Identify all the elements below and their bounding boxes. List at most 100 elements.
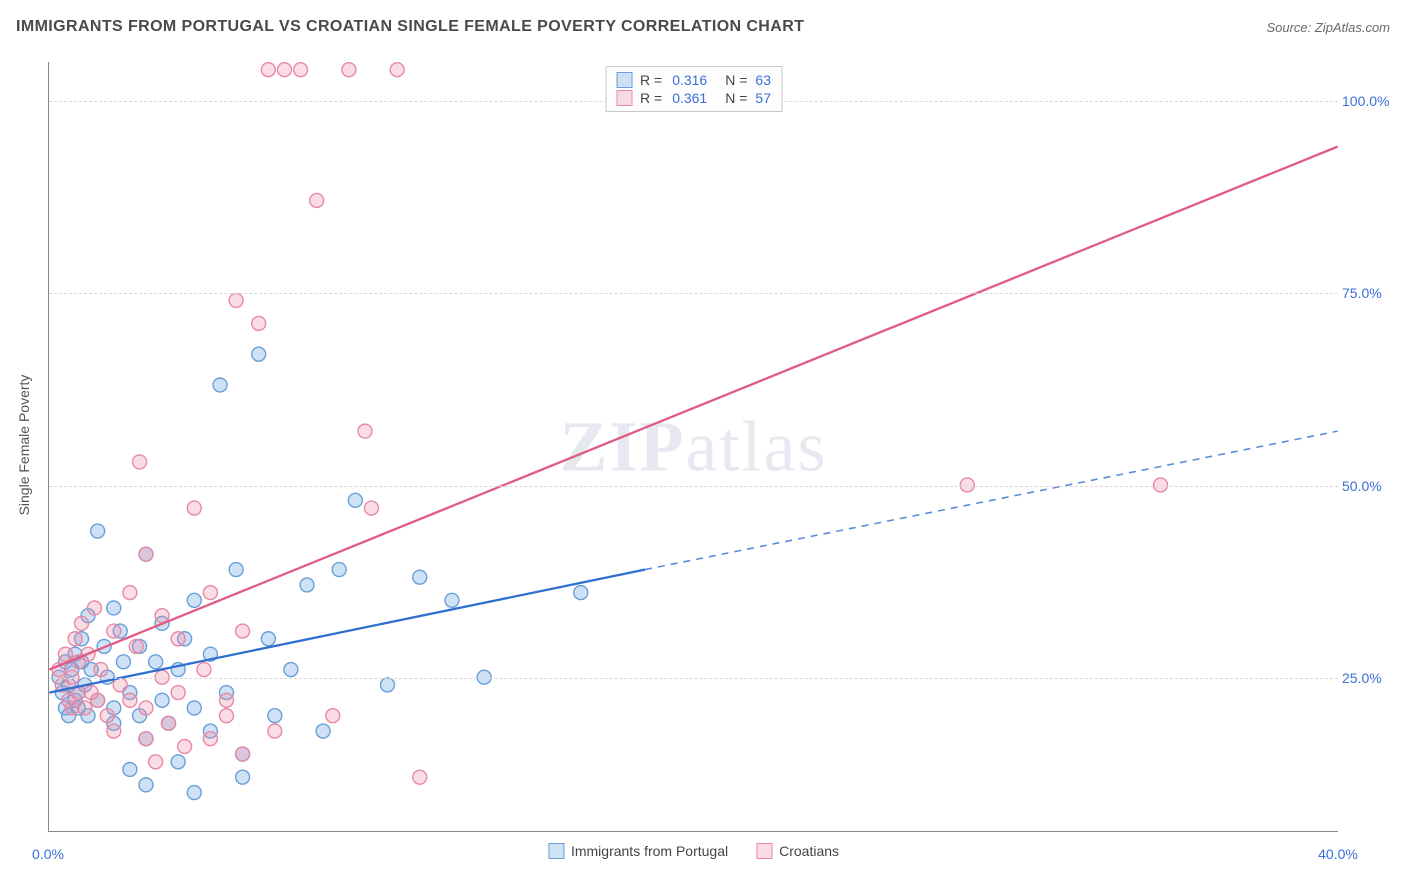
legend-stats-row-1: R = 0.361 N = 57 — [616, 89, 771, 107]
scatter-point — [229, 293, 243, 307]
scatter-point — [87, 601, 101, 615]
ytick-label: 100.0% — [1342, 93, 1394, 109]
gridline — [49, 678, 1338, 679]
chart-container: IMMIGRANTS FROM PORTUGAL VS CROATIAN SIN… — [0, 0, 1406, 892]
scatter-point — [68, 632, 82, 646]
gridline — [49, 293, 1338, 294]
scatter-point — [236, 770, 250, 784]
legend-series: Immigrants from Portugal Croatians — [548, 843, 839, 859]
scatter-point — [178, 739, 192, 753]
scatter-point — [213, 378, 227, 392]
scatter-point — [91, 524, 105, 538]
scatter-point — [268, 709, 282, 723]
scatter-point — [203, 586, 217, 600]
scatter-point — [574, 586, 588, 600]
gridline — [49, 486, 1338, 487]
legend-swatch-series-0 — [548, 843, 564, 859]
scatter-point — [65, 701, 79, 715]
ytick-label: 75.0% — [1342, 285, 1394, 301]
scatter-point — [390, 63, 404, 77]
scatter-point — [116, 655, 130, 669]
legend-swatch-0 — [616, 72, 632, 88]
scatter-point — [187, 501, 201, 515]
scatter-point — [332, 563, 346, 577]
legend-r-prefix: R = — [640, 90, 662, 106]
scatter-point — [342, 63, 356, 77]
legend-n-prefix: N = — [725, 90, 747, 106]
scatter-point — [171, 755, 185, 769]
scatter-point — [171, 686, 185, 700]
legend-r-value-0: 0.316 — [672, 72, 707, 88]
scatter-point — [413, 570, 427, 584]
scatter-point — [78, 701, 92, 715]
xtick-label: 0.0% — [32, 846, 64, 862]
scatter-point — [364, 501, 378, 515]
scatter-point — [381, 678, 395, 692]
scatter-point — [139, 701, 153, 715]
scatter-point — [358, 424, 372, 438]
scatter-point — [261, 63, 275, 77]
scatter-point — [219, 693, 233, 707]
scatter-point — [155, 693, 169, 707]
legend-n-prefix: N = — [725, 72, 747, 88]
scatter-point — [203, 732, 217, 746]
scatter-point — [348, 493, 362, 507]
trend-line — [645, 431, 1337, 569]
scatter-point — [294, 63, 308, 77]
scatter-point — [129, 639, 143, 653]
scatter-point — [229, 563, 243, 577]
legend-label-0: Immigrants from Portugal — [571, 843, 728, 859]
scatter-point — [252, 347, 266, 361]
scatter-point — [107, 724, 121, 738]
scatter-point — [75, 616, 89, 630]
scatter-point — [413, 770, 427, 784]
legend-n-value-0: 63 — [755, 72, 771, 88]
scatter-point — [236, 747, 250, 761]
scatter-point — [139, 732, 153, 746]
scatter-point — [187, 701, 201, 715]
scatter-point — [261, 632, 275, 646]
scatter-point — [139, 778, 153, 792]
scatter-point — [139, 547, 153, 561]
scatter-point — [268, 724, 282, 738]
scatter-point — [123, 586, 137, 600]
scatter-point — [300, 578, 314, 592]
scatter-point — [91, 693, 105, 707]
scatter-point — [277, 63, 291, 77]
scatter-point — [219, 709, 233, 723]
scatter-point — [149, 655, 163, 669]
scatter-point — [58, 647, 72, 661]
xtick-label: 40.0% — [1318, 846, 1358, 862]
scatter-point — [187, 593, 201, 607]
scatter-point — [316, 724, 330, 738]
chart-title: IMMIGRANTS FROM PORTUGAL VS CROATIAN SIN… — [16, 18, 804, 36]
trend-line — [49, 147, 1337, 670]
scatter-point — [94, 663, 108, 677]
scatter-point — [284, 663, 298, 677]
scatter-point — [326, 709, 340, 723]
legend-item-0: Immigrants from Portugal — [548, 843, 728, 859]
scatter-point — [100, 709, 114, 723]
legend-n-value-1: 57 — [755, 90, 771, 106]
scatter-point — [310, 193, 324, 207]
ytick-label: 50.0% — [1342, 478, 1394, 494]
scatter-point — [187, 786, 201, 800]
legend-stats: R = 0.316 N = 63 R = 0.361 N = 57 — [605, 66, 782, 112]
scatter-point — [171, 632, 185, 646]
scatter-point — [162, 716, 176, 730]
scatter-point — [197, 663, 211, 677]
source-label: Source: ZipAtlas.com — [1266, 20, 1390, 35]
plot-svg — [49, 62, 1338, 831]
title-bar: IMMIGRANTS FROM PORTUGAL VS CROATIAN SIN… — [16, 18, 1390, 36]
legend-r-value-1: 0.361 — [672, 90, 707, 106]
scatter-point — [236, 624, 250, 638]
legend-swatch-series-1 — [756, 843, 772, 859]
legend-r-prefix: R = — [640, 72, 662, 88]
scatter-point — [123, 693, 137, 707]
scatter-point — [107, 624, 121, 638]
scatter-point — [445, 593, 459, 607]
legend-swatch-1 — [616, 90, 632, 106]
scatter-point — [123, 762, 137, 776]
ytick-label: 25.0% — [1342, 670, 1394, 686]
y-axis-label: Single Female Poverty — [16, 375, 32, 516]
